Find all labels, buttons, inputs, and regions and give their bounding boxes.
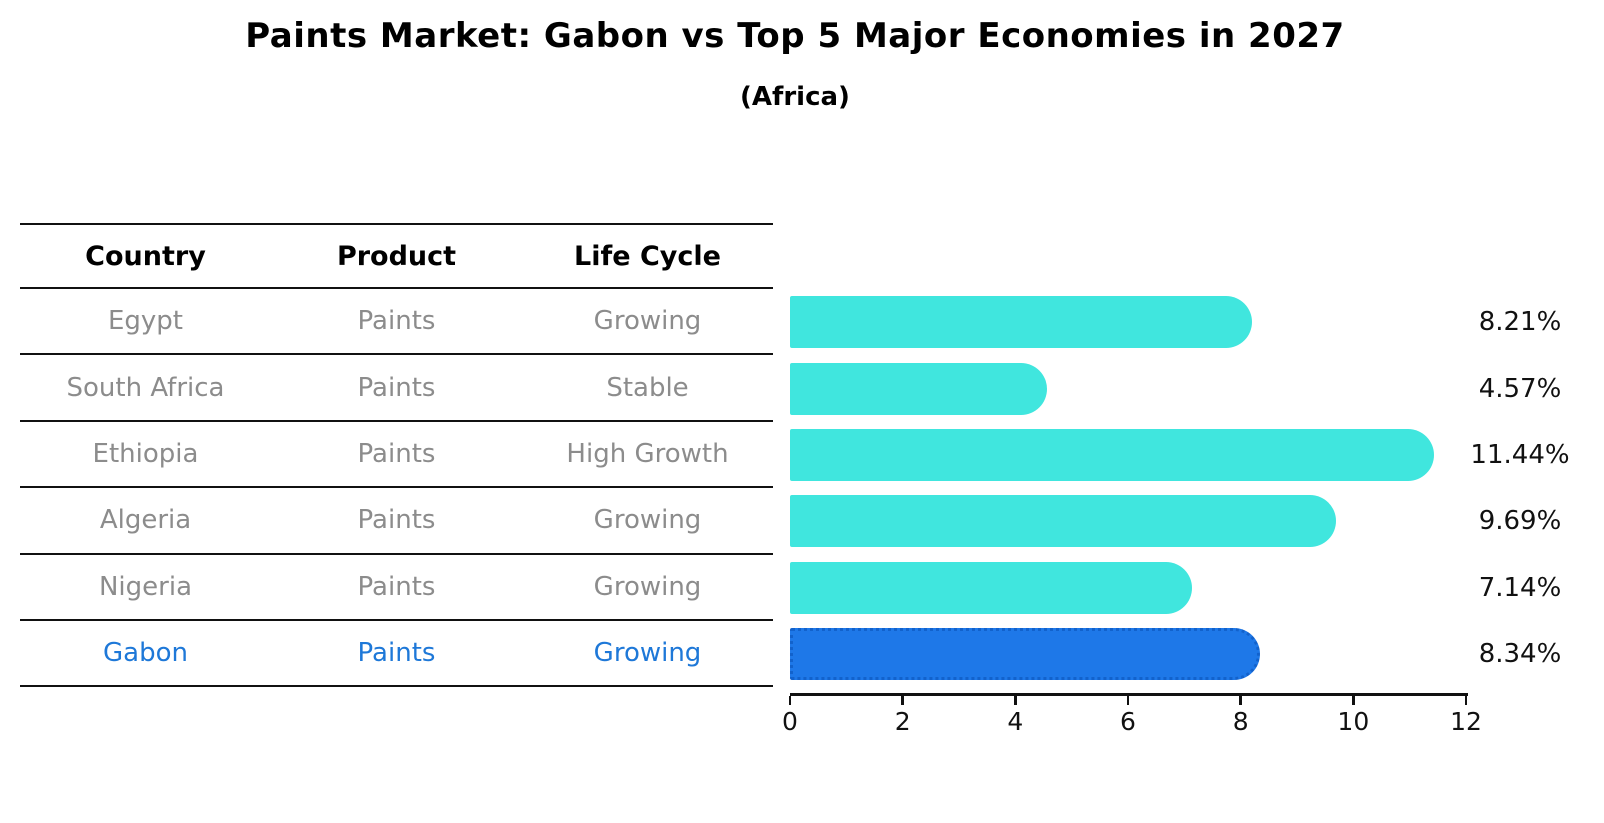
table-cell-life-cycle: Growing (593, 638, 702, 669)
table-cell-product: Paints (357, 306, 436, 337)
table-row: Egypt Paints Growing (20, 289, 773, 356)
table-cell-country: Algeria (99, 505, 192, 536)
x-axis-tick (901, 696, 904, 705)
table-row: Ethiopia Paints High Growth (20, 422, 773, 489)
chart-title: Paints Market: Gabon vs Top 5 Major Econ… (245, 16, 1345, 56)
table-row: Nigeria Paints Growing (20, 555, 773, 621)
bar-south-africa (790, 362, 1048, 415)
value-label: 8.21% (1478, 307, 1562, 338)
table-cell-life-cycle: Stable (606, 372, 689, 403)
value-label: 8.34% (1478, 639, 1562, 670)
table-cell-country: Nigeria (98, 571, 193, 602)
table-cell-country: Ethiopia (92, 438, 199, 469)
x-axis-line (790, 693, 1468, 696)
table-cell-life-cycle: Growing (593, 306, 702, 337)
table-cell-product: Paints (357, 638, 436, 669)
x-axis-tick-label: 10 (1337, 707, 1370, 736)
table-row: Algeria Paints Growing (20, 488, 773, 555)
value-label: 4.57% (1478, 373, 1562, 404)
x-axis-tick-label: 6 (1120, 707, 1136, 736)
table-cell-product: Paints (357, 438, 436, 469)
bar-highlight-gabon (790, 628, 1260, 681)
table-body: Egypt Paints Growing South Africa Paints Stab… (20, 289, 773, 688)
x-axis-tick-label: 2 (894, 707, 911, 736)
table-cell-product: Paints (357, 571, 436, 602)
bar-egypt (790, 296, 1253, 349)
table-cell-life-cycle: Growing (593, 505, 702, 536)
bar-algeria (790, 495, 1336, 548)
x-axis-tick (1464, 696, 1468, 705)
value-label: 7.14% (1478, 572, 1562, 603)
bar-nigeria (790, 561, 1193, 614)
x-axis-tick (1239, 696, 1242, 705)
table-header-row: Country Product Life Cycle (20, 223, 773, 289)
x-axis-tick (1014, 696, 1017, 705)
x-axis-tick-label: 8 (1232, 707, 1249, 736)
table-cell-country: South Africa (66, 372, 225, 403)
table-header-life-cycle: Life Cycle (574, 240, 721, 272)
table-cell-life-cycle: High Growth (566, 438, 729, 469)
x-axis-tick (788, 696, 792, 705)
x-axis-tick-label: 0 (782, 707, 798, 736)
table-row: Gabon Paints Growing (20, 621, 773, 688)
chart-subtitle: (Africa) (740, 82, 850, 112)
x-axis-tick (1352, 696, 1355, 705)
table-row: South Africa Paints Stable (20, 355, 773, 422)
value-label: 11.44% (1470, 440, 1570, 470)
table-cell-product: Paints (357, 505, 436, 536)
x-axis-tick-label: 12 (1450, 707, 1482, 736)
bar-ethiopia (790, 429, 1435, 481)
value-label: 9.69% (1478, 506, 1562, 537)
data-table: Country Product Life Cycle Egypt Paints Gr… (20, 223, 773, 688)
table-cell-country: Gabon (103, 638, 188, 669)
x-axis-tick (1126, 696, 1130, 705)
x-axis-tick-label: 4 (1007, 707, 1024, 736)
table-cell-life-cycle: Growing (593, 571, 702, 602)
table-cell-product: Paints (357, 372, 436, 403)
table-cell-country: Egypt (107, 306, 184, 337)
table-header-country: Country (85, 240, 206, 272)
table-header-product: Product (336, 240, 457, 272)
